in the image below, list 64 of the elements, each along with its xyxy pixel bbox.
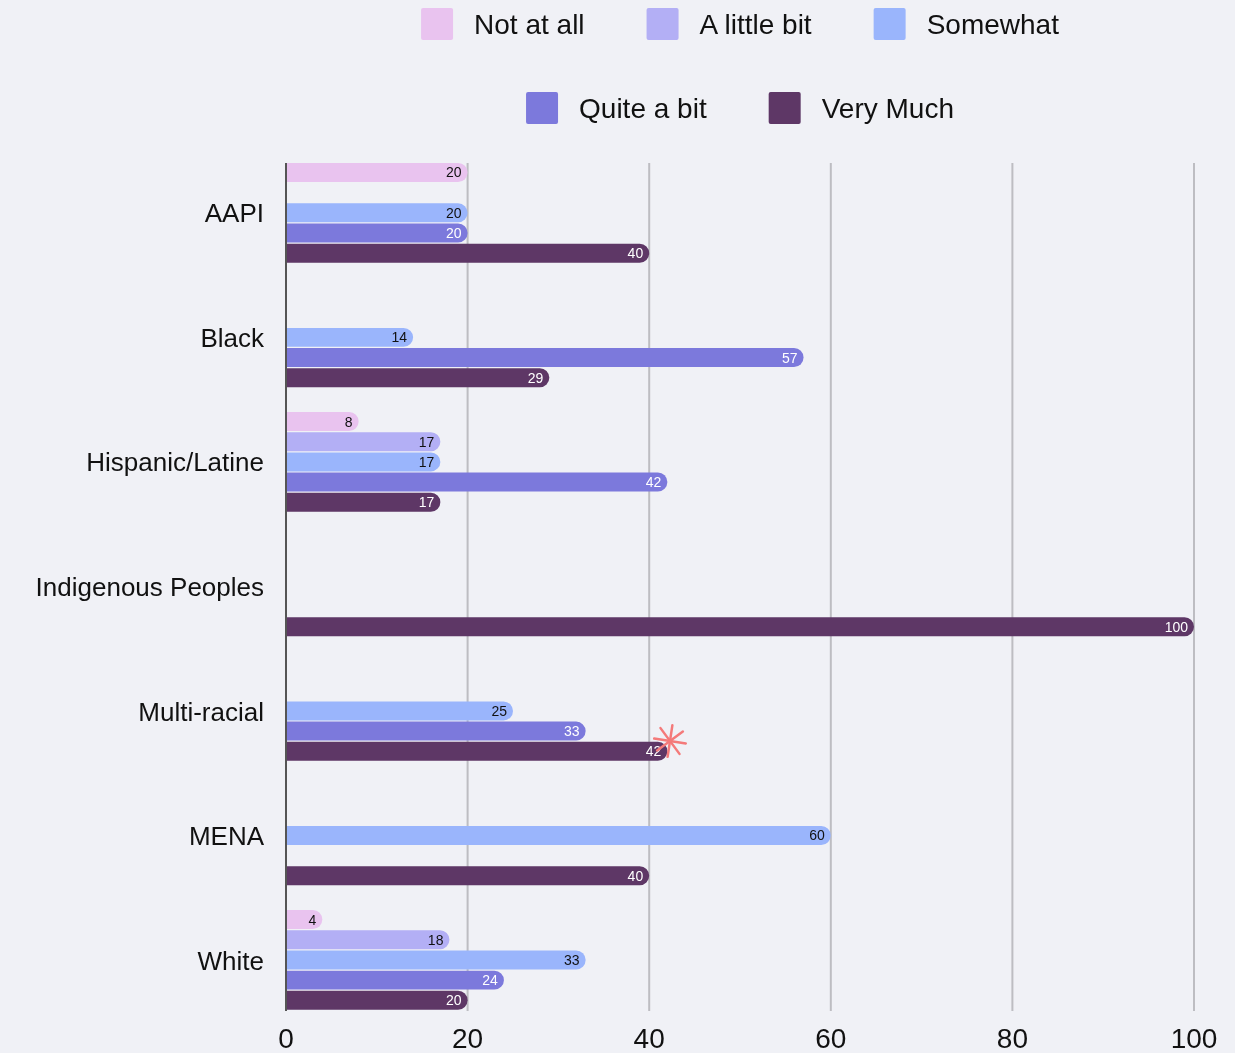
data-label: 33 <box>564 723 580 740</box>
bar <box>286 741 668 761</box>
bar <box>286 368 550 388</box>
data-label: 29 <box>527 369 544 386</box>
bar <box>286 617 1194 637</box>
bar <box>286 432 441 452</box>
y-tick-label: MENA <box>188 821 265 852</box>
data-label: 60 <box>809 827 826 844</box>
data-label: 4 <box>308 911 317 928</box>
bar <box>286 163 468 182</box>
x-tick-label: 100 <box>1170 1023 1218 1053</box>
x-tick-label: 40 <box>633 1023 665 1053</box>
bar <box>286 472 668 492</box>
data-label: 20 <box>446 225 462 242</box>
data-label: 20 <box>446 164 462 181</box>
y-tick-label: Black <box>200 322 265 353</box>
bar <box>286 866 650 886</box>
bar <box>286 327 414 347</box>
data-label: 40 <box>627 867 644 884</box>
bar <box>286 452 441 472</box>
data-label: 17 <box>418 453 435 470</box>
y-tick-label: White <box>197 945 264 976</box>
data-label: 17 <box>418 494 435 511</box>
data-label: 14 <box>391 329 408 346</box>
data-label: 20 <box>446 204 462 221</box>
bar <box>286 492 441 512</box>
data-label: 8 <box>344 413 353 430</box>
data-label: 33 <box>564 951 580 968</box>
bar <box>286 910 323 930</box>
legend-label: Quite a bit <box>579 92 707 124</box>
bar <box>286 243 650 263</box>
bar <box>286 970 504 990</box>
legend-label: Somewhat <box>926 8 1060 40</box>
bar <box>286 412 359 432</box>
legend-label: A little bit <box>699 8 812 40</box>
y-tick-label: Indigenous Peoples <box>35 572 264 602</box>
bar <box>286 825 831 845</box>
data-label: 42 <box>645 743 662 760</box>
bar <box>286 348 804 368</box>
x-tick-label: 0 <box>278 1023 294 1053</box>
data-label: 100 <box>1164 618 1189 635</box>
data-label: 42 <box>645 474 662 491</box>
data-label: 20 <box>446 992 462 1009</box>
data-label: 18 <box>427 931 444 948</box>
x-tick-label: 80 <box>996 1023 1028 1053</box>
x-tick-label: 20 <box>452 1023 484 1053</box>
y-tick-label: Hispanic/Latine <box>86 447 264 478</box>
legend-label: Not at all <box>474 8 585 40</box>
bar <box>286 950 586 970</box>
data-label: 40 <box>627 245 644 262</box>
y-tick-label: AAPI <box>204 198 264 229</box>
bar <box>286 203 468 223</box>
bar <box>286 721 586 741</box>
data-label: 24 <box>482 972 499 989</box>
data-label: 25 <box>491 702 508 719</box>
data-label: 17 <box>418 433 435 450</box>
bar <box>286 990 468 1010</box>
bar <box>286 223 468 243</box>
legend-label: Very Much <box>821 92 954 124</box>
bar <box>286 930 450 950</box>
data-label: 57 <box>781 349 798 366</box>
bar <box>286 701 513 721</box>
y-tick-label: Multi-racial <box>138 696 264 727</box>
x-tick-label: 60 <box>815 1023 847 1053</box>
